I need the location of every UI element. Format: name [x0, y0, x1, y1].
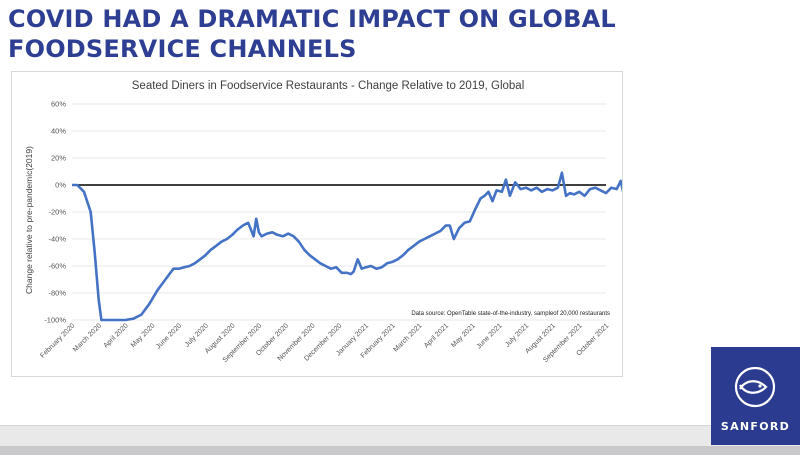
y-tick-label: 40%: [51, 127, 66, 136]
x-tick-label: February 2020: [39, 322, 76, 359]
x-tick-label: July 2020: [184, 322, 210, 348]
y-tick-label: -40%: [48, 235, 66, 244]
gridlines: [72, 103, 606, 321]
footer-strip: [0, 446, 800, 455]
x-tick-label: May 2021: [450, 322, 477, 349]
headline-line-2: FOODSERVICE CHANNELS: [8, 35, 357, 63]
y-tick-label: 60%: [51, 100, 66, 109]
y-tick-label: -60%: [48, 262, 66, 271]
logo-wordmark: SANFORD: [720, 420, 791, 433]
slide-headline: COVID HAD A DRAMATIC IMPACT ON GLOBAL FO…: [8, 4, 616, 64]
y-tick-label: -80%: [48, 289, 66, 298]
x-tick-label: May 2020: [130, 322, 157, 349]
x-tick-label: June 2021: [476, 322, 504, 350]
x-tick-label: March 2020: [72, 322, 103, 353]
x-tick-label: April 2021: [423, 322, 450, 349]
y-tick-label: -20%: [48, 208, 66, 217]
line-chart: Seated Diners in Foodservice Restaurants…: [24, 80, 622, 364]
headline-line-1: COVID HAD A DRAMATIC IMPACT ON GLOBAL: [8, 5, 616, 33]
x-tick-label: July 2021: [504, 322, 530, 348]
x-tick-label: June 2020: [155, 322, 183, 350]
footer-band: [0, 425, 800, 446]
series-line: [72, 171, 622, 322]
data-source-annotation: Data source: OpenTable state-of-the-indu…: [411, 311, 610, 317]
chart-container: Seated Diners in Foodservice Restaurants…: [11, 71, 623, 377]
x-tick-label: March 2021: [392, 322, 423, 353]
y-axis-label: Change relative to pre-pandemic(2019): [24, 146, 34, 294]
x-tick-label: April 2020: [103, 322, 130, 349]
y-tick-label: -100%: [44, 316, 66, 325]
y-tick-label: 20%: [51, 154, 66, 163]
fish-icon: [734, 366, 776, 408]
chart-title: Seated Diners in Foodservice Restaurants…: [132, 80, 525, 92]
y-tick-label: 0%: [55, 181, 66, 190]
sanford-logo: SANFORD: [711, 347, 800, 445]
y-tick-labels: -100% -80% -60% -40% -20% 0% 20% 40% 60%: [44, 100, 66, 325]
